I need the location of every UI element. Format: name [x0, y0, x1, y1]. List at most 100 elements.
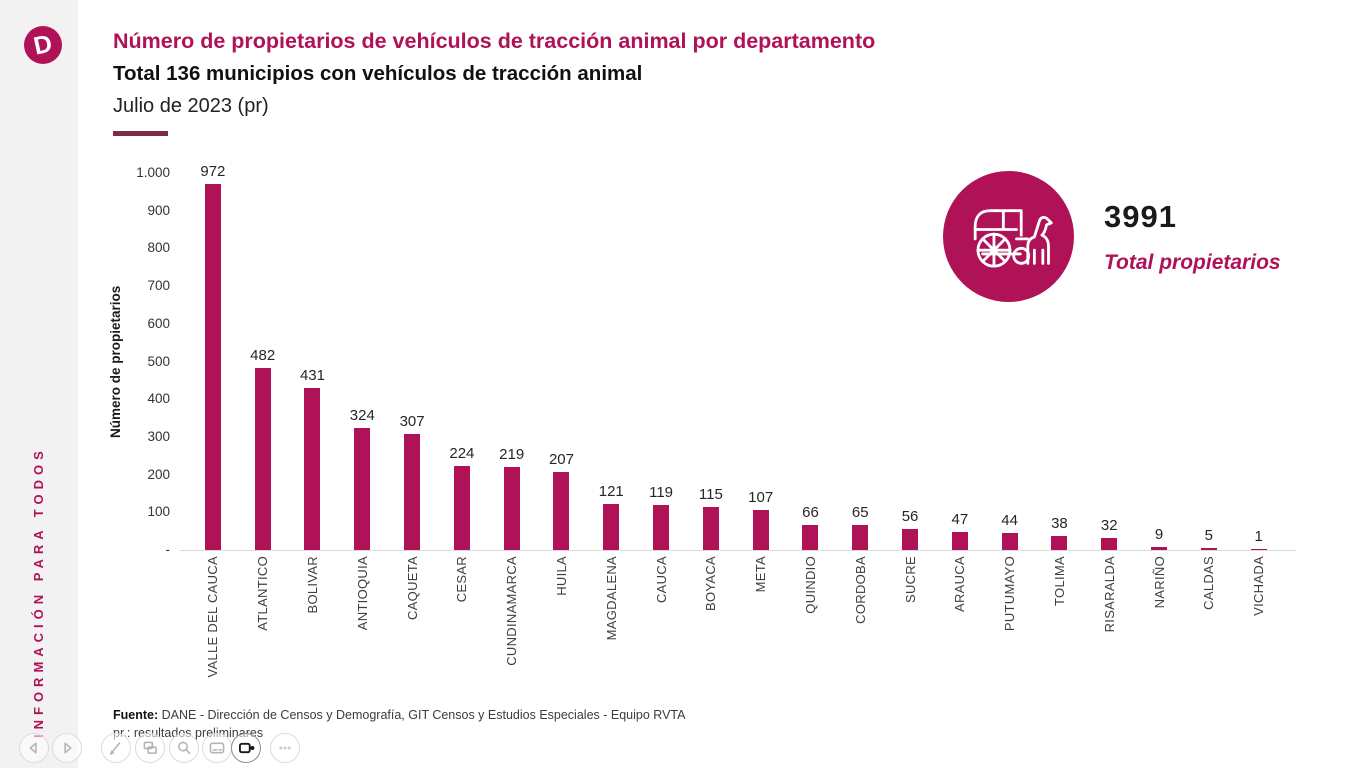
- bar-value-label: 47: [951, 511, 969, 528]
- bar: [503, 467, 520, 550]
- page-title: Número de propietarios de vehículos de t…: [113, 29, 876, 53]
- y-axis-tick-label: -: [165, 542, 171, 557]
- x-axis-label: PUTUMAYO: [1002, 556, 1018, 632]
- bar-group: 1: [1234, 173, 1284, 550]
- bar-value-label: 1: [1254, 528, 1263, 545]
- bar-group: 431: [288, 173, 338, 550]
- chevron-right-icon: [64, 742, 72, 754]
- bar: [1151, 547, 1168, 550]
- bar-group: 219: [487, 173, 537, 550]
- bar-group: 972: [188, 163, 238, 550]
- x-slot: CALDAS: [1184, 556, 1234, 610]
- x-axis-label: ARAUCA: [952, 556, 968, 612]
- bar-group: 482: [238, 173, 288, 550]
- x-axis-label: TOLIMA: [1051, 556, 1067, 606]
- x-axis-label: VICHADA: [1251, 556, 1267, 616]
- bar-value-label: 482: [250, 347, 276, 364]
- bar-value-label: 5: [1204, 527, 1213, 544]
- x-axis-label: HUILA: [553, 556, 569, 596]
- y-axis-title: Número de propietarios: [108, 285, 123, 438]
- bar-group: 9: [1134, 173, 1184, 550]
- pen-icon: [109, 742, 121, 755]
- bar-group: 65: [835, 173, 885, 550]
- bar-value-label: 119: [649, 484, 674, 501]
- y-axis-tick-label: 500: [147, 353, 170, 369]
- bar-value-label: 324: [349, 407, 375, 424]
- bar: [1200, 548, 1217, 550]
- kpi-total: 3991 Total propietarios: [943, 171, 1281, 302]
- slides-grid-icon: [143, 741, 157, 754]
- y-axis-tick-label: 1.000: [136, 165, 170, 180]
- horse-carriage-icon: [943, 171, 1074, 302]
- bar: [752, 510, 769, 550]
- ellipsis-icon: [279, 746, 291, 750]
- previous-slide-button[interactable]: [19, 733, 49, 763]
- bar: [653, 505, 670, 550]
- x-slot: CORDOBA: [835, 556, 885, 624]
- bar-group: 5: [1184, 173, 1234, 550]
- bar-value-label: 219: [499, 446, 525, 463]
- x-axis-label: BOLIVAR: [304, 556, 320, 614]
- bar: [1051, 536, 1068, 550]
- bar: [553, 472, 570, 550]
- more-options-button[interactable]: [270, 733, 300, 763]
- bar-value-label: 115: [698, 486, 723, 503]
- footer: Fuente: DANE - Dirección de Censos y Dem…: [113, 707, 685, 742]
- bar: [453, 466, 470, 550]
- x-slot: CAUCA: [636, 556, 686, 603]
- bar-group: 66: [786, 173, 836, 550]
- video-camera-icon: [239, 742, 255, 754]
- x-slot: BOLIVAR: [288, 556, 338, 614]
- bar: [304, 388, 321, 550]
- x-slot: VICHADA: [1234, 556, 1284, 616]
- x-axis: VALLE DEL CAUCA ATLANTICO BOLIVAR ANTIOQUIA…: [188, 556, 1284, 678]
- x-slot: HUILA: [537, 556, 587, 596]
- magnifier-icon: [178, 741, 191, 754]
- see-all-slides-button[interactable]: [135, 733, 165, 763]
- pen-button[interactable]: [101, 733, 131, 763]
- x-axis-label: NARIÑO: [1151, 556, 1167, 609]
- bar-value-label: 107: [748, 489, 774, 506]
- x-slot: ANTIOQUIA: [337, 556, 387, 630]
- y-axis: - 100 200 300 400 500 600 700 800 900 1.000: [124, 165, 170, 557]
- x-slot: SUCRE: [885, 556, 935, 603]
- x-axis-label: QUINDIO: [802, 556, 818, 614]
- kpi-label: Total propietarios: [1104, 250, 1281, 274]
- bar-value-label: 38: [1051, 515, 1068, 532]
- y-axis-tick-label: 800: [147, 240, 170, 256]
- x-axis-label: VALLE DEL CAUCA: [205, 556, 221, 678]
- bar-value-label: 44: [1001, 512, 1018, 529]
- x-slot: TOLIMA: [1035, 556, 1085, 606]
- subtitles-button[interactable]: [202, 733, 232, 763]
- source-line: Fuente: DANE - Dirección de Censos y Dem…: [113, 707, 685, 725]
- x-axis-label: ANTIOQUIA: [354, 556, 370, 631]
- bar: [1101, 538, 1118, 550]
- x-slot: MAGDALENA: [586, 556, 636, 640]
- kpi-text: 3991 Total propietarios: [1104, 199, 1281, 275]
- bar: [1001, 533, 1018, 550]
- bar-group: 121: [586, 173, 636, 550]
- bar: [852, 525, 869, 550]
- y-axis-tick-label: 200: [147, 466, 170, 482]
- x-axis-label: META: [753, 556, 769, 593]
- x-axis-label: SUCRE: [902, 556, 918, 604]
- slide-header: Número de propietarios de vehículos de t…: [113, 29, 1313, 136]
- bar-group: 32: [1084, 173, 1134, 550]
- bar: [254, 368, 271, 550]
- bar-value-label: 121: [598, 483, 624, 500]
- footnote: pr.: resultados preliminares: [113, 725, 264, 740]
- bar-value-label: 9: [1154, 526, 1164, 543]
- x-axis-label: CALDAS: [1201, 556, 1217, 610]
- x-slot: PUTUMAYO: [985, 556, 1035, 631]
- zoom-button[interactable]: [169, 733, 199, 763]
- sidebar: D INFORMACIÓN PARA TODOS: [0, 0, 78, 768]
- bar-value-label: 224: [449, 445, 475, 462]
- next-slide-button[interactable]: [52, 733, 82, 763]
- bar-value-label: 66: [802, 504, 819, 521]
- x-slot: RISARALDA: [1084, 556, 1134, 632]
- x-slot: CESAR: [437, 556, 487, 602]
- page-subtitle: Total 136 municipios con vehículos de tr…: [113, 62, 643, 85]
- camera-button[interactable]: [231, 733, 261, 763]
- bar-value-label: 65: [851, 504, 869, 521]
- bar: [802, 525, 819, 550]
